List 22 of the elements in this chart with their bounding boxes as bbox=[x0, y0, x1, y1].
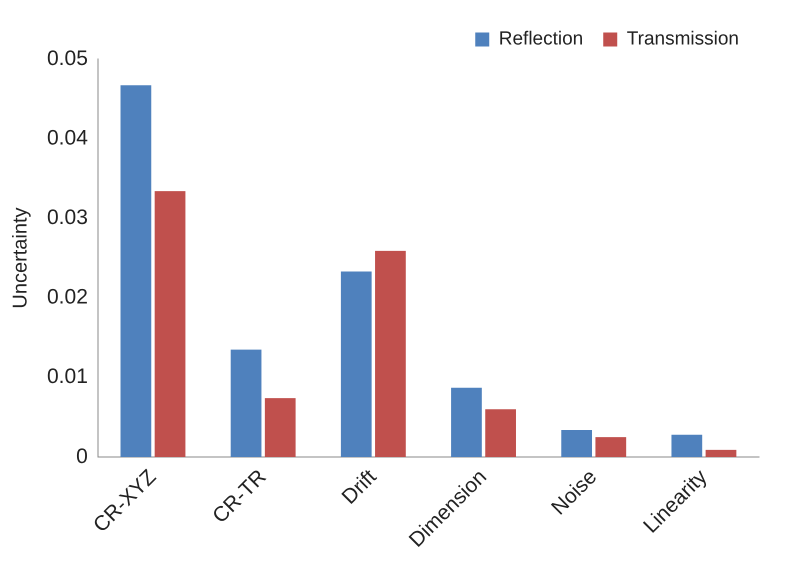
bar bbox=[595, 437, 626, 458]
legend-label: Reflection bbox=[498, 28, 584, 50]
bar bbox=[264, 398, 296, 458]
y-tick-label: 0 bbox=[76, 444, 88, 468]
bar bbox=[451, 388, 482, 458]
bar bbox=[706, 450, 736, 458]
y-tick-label: 0.04 bbox=[46, 126, 88, 150]
y-tick-label: 0.03 bbox=[46, 206, 88, 230]
bar bbox=[154, 191, 186, 458]
bar bbox=[485, 409, 516, 458]
y-axis-title: Uncertainty bbox=[10, 207, 32, 309]
y-tick-label: 0.02 bbox=[46, 286, 88, 309]
y-tick-label: 0.05 bbox=[46, 46, 88, 70]
bar bbox=[375, 250, 406, 458]
bar bbox=[561, 430, 592, 458]
bar bbox=[230, 350, 262, 458]
bar bbox=[120, 85, 152, 458]
y-tick-label: 0.01 bbox=[46, 365, 88, 388]
bar bbox=[671, 434, 702, 458]
bar bbox=[340, 272, 372, 458]
x-tick-label: Drift bbox=[337, 465, 382, 509]
legend-label: Transmission bbox=[626, 28, 739, 50]
